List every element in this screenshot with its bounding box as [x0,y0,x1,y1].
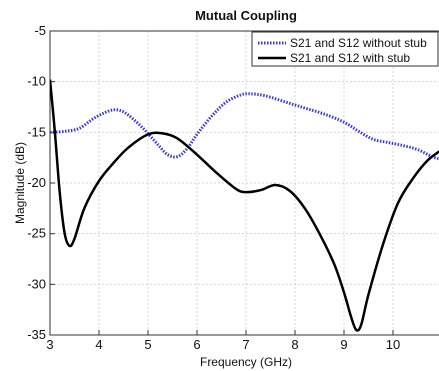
x-axis-label: Frequency (GHz) [200,355,292,369]
y-tick-label: -25 [27,226,46,241]
y-tick-label: -10 [27,74,46,89]
x-tick-label: 4 [95,337,102,352]
legend-box [251,31,439,67]
series-lines [50,79,439,332]
x-tick-label: 7 [242,337,249,352]
y-tick-label: -5 [34,23,46,38]
y-tick-label: -20 [27,175,46,190]
chart-title: Mutual Coupling [195,8,297,23]
axis-ticks: 3456789101-35-30-25-20-15-10-5 [27,23,439,352]
legend: S21 and S12 without stub S21 and S12 wit… [251,31,439,67]
x-tick-label: 5 [144,337,151,352]
series-line-without-stub [50,92,439,161]
x-tick-label: 9 [340,337,347,352]
x-tick-label: 6 [193,337,200,352]
legend-label-without-stub: S21 and S12 without stub [290,36,427,50]
y-tick-label: -15 [27,124,46,139]
series-line-with-stub [50,79,439,332]
x-tick-label: 3 [46,337,53,352]
x-tick-label: 8 [291,337,298,352]
y-tick-label: -35 [27,327,46,342]
y-axis-label: Magnitude (dB) [13,142,27,224]
x-tick-label: 10 [386,337,400,352]
y-tick-label: -30 [27,276,46,291]
legend-label-with-stub: S21 and S12 with stub [290,51,410,65]
